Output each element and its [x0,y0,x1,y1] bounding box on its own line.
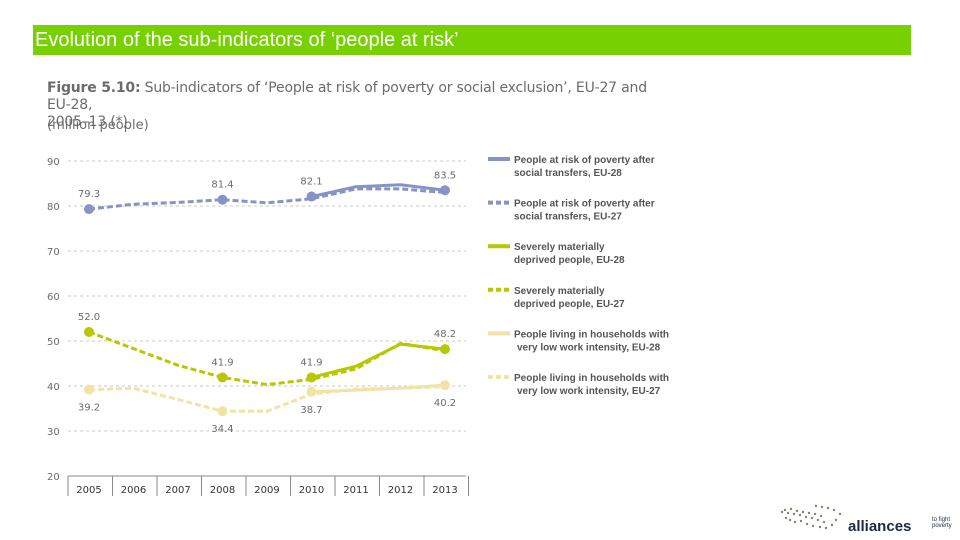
data-point [306,191,317,202]
data-label: 41.9 [211,357,233,368]
legend-label: People at risk of poverty after [514,199,655,210]
y-tick-label: 70 [47,247,60,258]
slide-title: Evolution of the sub-indicators of ‘peop… [35,29,459,51]
figure-title-years: 2005–13 (*) [47,114,128,130]
series-line [88,385,446,413]
y-tick-label: 40 [47,382,60,393]
legend-label: Severely materially [514,242,605,253]
legend-label: People living in households with [514,373,669,384]
data-point [84,204,94,215]
data-label: 39.2 [78,403,100,414]
data-point [306,372,317,383]
data-label: 79.3 [78,189,100,200]
alliances-logo: alliances to fight poverty [776,500,956,536]
y-tick-label: 50 [47,337,60,348]
x-tick-label: 2007 [165,485,190,496]
legend-label: deprived people, EU-28 [514,255,625,266]
y-tick-label: 60 [47,292,60,303]
slide-header-bar: Evolution of the sub-indicators of ‘peop… [33,25,911,55]
data-label: 83.5 [434,170,456,181]
data-label: 40.2 [434,398,456,409]
x-tick-label: 2013 [432,485,457,496]
legend-label: Severely materially [514,286,605,297]
series-line [88,330,446,387]
data-point [217,372,228,383]
logo-name: alliances [848,518,912,535]
data-point [306,386,317,397]
series-line [310,342,447,379]
x-tick-label: 2006 [121,485,146,496]
logo-tagline: to fight poverty [932,517,954,529]
data-point [440,344,450,355]
x-tick-label: 2005 [76,485,101,496]
data-point [84,327,94,337]
figure-title: Figure 5.10: Sub-indicators of ‘People a… [47,80,667,131]
legend-label: People living in households with [514,329,669,340]
data-label: 38.7 [300,405,322,416]
figure-title-text: Sub-indicators of ‘People at risk of pov… [47,80,647,113]
logo-tagline-1: to fight [932,517,951,523]
data-point [440,380,450,391]
x-tick-label: 2012 [388,485,413,496]
series-line [88,187,446,211]
x-tick-label: 2010 [299,485,324,496]
data-point [217,406,228,417]
figure-label: Figure 5.10: [47,80,141,96]
data-label: 82.1 [300,177,322,188]
figure-unit: (million people) [47,118,149,133]
y-tick-label: 80 [47,202,60,213]
data-point [440,185,450,196]
data-point [84,384,94,395]
legend-label: deprived people, EU-27 [514,299,625,310]
x-tick-label: 2009 [254,485,279,496]
data-label: 34.4 [211,424,233,435]
y-tick-label: 20 [47,472,60,483]
legend-label: social transfers, EU-27 [514,212,622,223]
y-tick-label: 90 [47,157,60,168]
data-label: 52.0 [78,312,100,323]
x-tick-label: 2011 [343,485,368,496]
legend-label: very low work intensity, EU-27 [517,386,661,397]
legend-label: very low work intensity, EU-28 [517,342,661,353]
x-tick-label: 2008 [210,485,235,496]
y-tick-label: 30 [47,427,60,438]
logo-tagline-2: poverty [932,523,952,529]
data-label: 81.4 [211,180,233,191]
legend-label: social transfers, EU-28 [514,168,622,179]
series-line [310,183,447,199]
data-point [217,194,228,205]
data-label: 48.2 [434,329,456,340]
legend-label: People at risk of poverty after [514,155,655,166]
series-line [310,383,447,394]
data-label: 41.9 [300,357,322,368]
logo-map-icon [780,504,842,530]
